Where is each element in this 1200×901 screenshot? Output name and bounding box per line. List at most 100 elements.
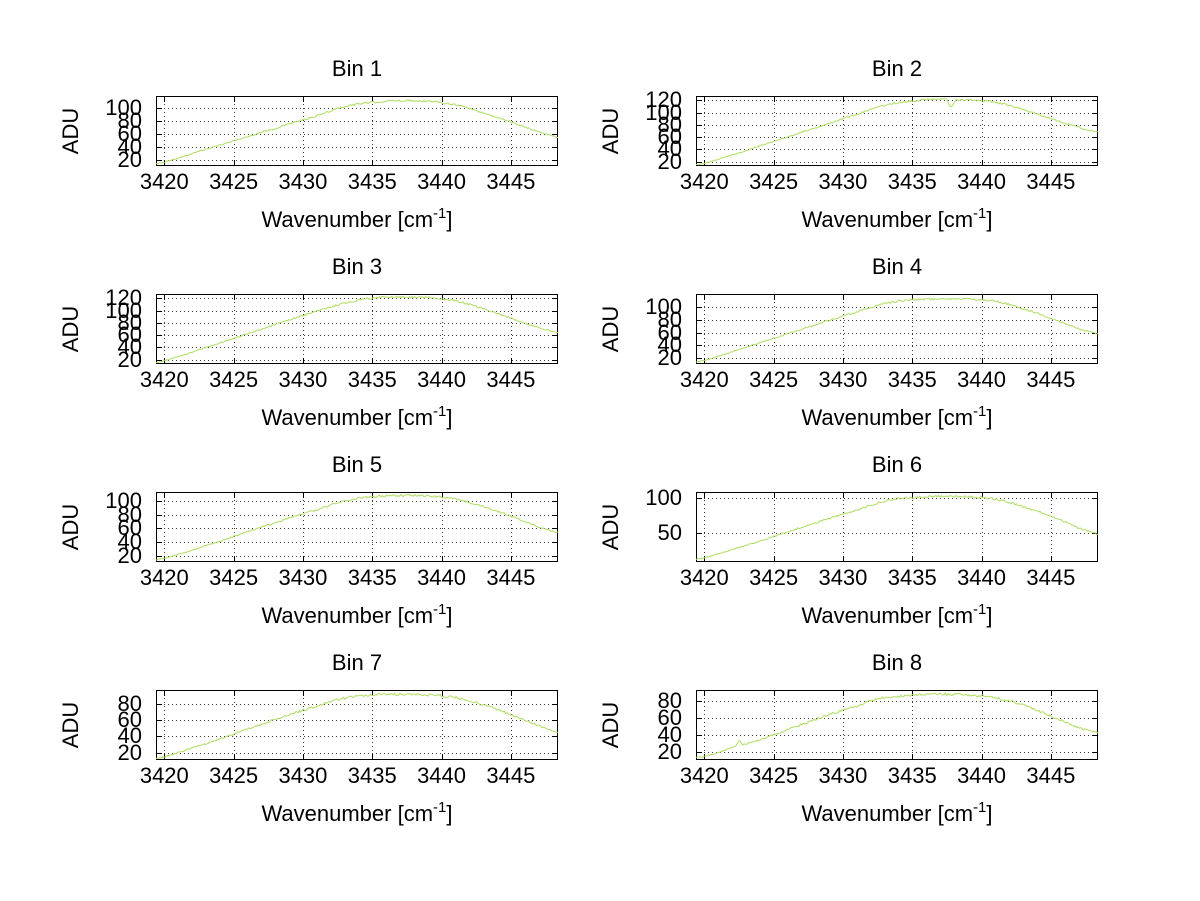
y-tick-label: 100	[105, 487, 142, 513]
subplot-bin-8: Bin 8 ADU 20 40 60 80 3420 3425 3430 3435 3440 3…	[598, 652, 1098, 826]
x-tick-label: 3440	[957, 169, 1007, 194]
x-tick-label: 3430	[818, 367, 868, 392]
plot-canvas	[156, 96, 558, 166]
x-tick-label: 3430	[278, 367, 328, 392]
x-tick-label: 3445	[1026, 565, 1076, 590]
y-tick-label: 40	[657, 721, 682, 747]
x-tick-label: 3440	[417, 169, 467, 194]
subplot-bin-3: Bin 3 ADU 20 40 60 80 100 120 3420 3425 3430 343…	[58, 256, 558, 430]
y-tick-label: 80	[117, 108, 142, 134]
x-tick-label: 3425	[209, 763, 259, 788]
x-tick-label: 3425	[209, 367, 259, 392]
x-tick-label: 3445	[486, 565, 536, 590]
x-axis-label: Wavenumber [cm-1]	[261, 799, 453, 826]
y-tick-label: 60	[117, 515, 142, 541]
y-tick-labels: 50 100	[616, 487, 689, 562]
plot-title: Bin 1	[331, 56, 383, 81]
x-tick-label: 3420	[139, 565, 189, 590]
plot-title: Bin 3	[331, 254, 383, 279]
y-tick-label: 40	[117, 134, 142, 160]
x-tick-label: 3430	[818, 763, 868, 788]
x-axis-label: Wavenumber [cm-1]	[801, 403, 993, 430]
x-tick-label: 3435	[887, 169, 937, 194]
y-tick-labels: 20 40 60 80 100 120	[616, 89, 689, 172]
x-tick-label: 3420	[679, 169, 729, 194]
x-tick-label: 3445	[486, 367, 536, 392]
x-tick-labels: 3420 3425 3430 3435 3440 3445	[140, 562, 558, 592]
x-tick-label: 3435	[887, 565, 937, 590]
plot-title: Bin 8	[871, 650, 923, 675]
x-tick-labels: 3420 3425 3430 3435 3440 3445	[680, 562, 1098, 592]
x-tick-label: 3425	[749, 565, 799, 590]
x-tick-label: 3420	[139, 763, 189, 788]
x-tick-label: 3420	[679, 763, 729, 788]
spectrum-line	[696, 97, 1098, 166]
y-tick-label: 40	[117, 723, 142, 749]
y-tick-label: 20	[657, 738, 682, 764]
x-tick-labels: 3420 3425 3430 3435 3440 3445	[140, 166, 558, 196]
x-tick-label: 3430	[278, 565, 328, 590]
y-tick-label: 80	[117, 690, 142, 716]
x-tick-label: 3425	[749, 763, 799, 788]
y-tick-label: 60	[117, 707, 142, 733]
subplot-bin-4: Bin 4 ADU 20 40 60 80 100 3420 3425 3430 3435 34…	[598, 256, 1098, 430]
x-tick-label: 3440	[417, 565, 467, 590]
x-tick-label: 3430	[818, 169, 868, 194]
x-tick-labels: 3420 3425 3430 3435 3440 3445	[140, 364, 558, 394]
x-axis-label: Wavenumber [cm-1]	[801, 799, 993, 826]
spectrum-line	[696, 692, 1098, 758]
x-tick-label: 3420	[139, 169, 189, 194]
plot-canvas	[696, 690, 1098, 760]
plot-title: Bin 7	[331, 650, 383, 675]
plot-canvas	[696, 96, 1098, 166]
x-tick-label: 3440	[957, 763, 1007, 788]
x-axis-label: Wavenumber [cm-1]	[261, 601, 453, 628]
x-tick-labels: 3420 3425 3430 3435 3440 3445	[680, 364, 1098, 394]
y-tick-labels: 20 40 60 80	[76, 690, 149, 763]
y-tick-labels: 20 40 60 80 100 120	[76, 287, 149, 370]
x-tick-label: 3425	[749, 169, 799, 194]
y-tick-label: 40	[657, 332, 682, 358]
y-tick-label: 20	[117, 346, 142, 372]
x-tick-label: 3430	[818, 565, 868, 590]
x-tick-label: 3425	[209, 565, 259, 590]
y-tick-label: 80	[117, 309, 142, 335]
plot-canvas	[696, 492, 1098, 562]
x-tick-label: 3420	[139, 367, 189, 392]
y-tick-labels: 20 40 60 80 100	[616, 293, 689, 368]
y-tick-label: 100	[105, 297, 142, 323]
x-tick-label: 3435	[887, 367, 937, 392]
x-axis-label: Wavenumber [cm-1]	[261, 403, 453, 430]
x-tick-label: 3445	[1026, 763, 1076, 788]
x-tick-label: 3435	[347, 763, 397, 788]
spectrum-line	[156, 295, 558, 364]
y-tick-labels: 20 40 60 80	[616, 687, 689, 764]
spectrum-line	[156, 98, 558, 165]
spectrum-line	[696, 297, 1098, 363]
x-tick-label: 3420	[679, 367, 729, 392]
x-tick-label: 3420	[679, 565, 729, 590]
y-tick-label: 80	[657, 687, 682, 713]
x-tick-label: 3435	[347, 565, 397, 590]
x-tick-label: 3435	[887, 763, 937, 788]
x-tick-label: 3445	[486, 169, 536, 194]
y-tick-label: 20	[117, 542, 142, 568]
y-tick-label: 100	[645, 293, 682, 319]
y-tick-label: 60	[657, 319, 682, 345]
plot-title: Bin 5	[331, 452, 383, 477]
plot-canvas	[156, 294, 558, 364]
x-tick-label: 3425	[749, 367, 799, 392]
subplot-bin-7: Bin 7 ADU 20 40 60 80 3420 3425 3430 3435 3440 3…	[58, 652, 558, 826]
x-tick-label: 3440	[417, 367, 467, 392]
plot-title: Bin 6	[871, 452, 923, 477]
plot-canvas	[696, 294, 1098, 364]
y-tick-labels: 20 40 60 80 100	[76, 487, 149, 566]
y-tick-label: 100	[645, 99, 682, 125]
y-tick-label: 80	[117, 501, 142, 527]
y-tick-label: 60	[657, 124, 682, 150]
y-tick-label: 40	[657, 136, 682, 162]
x-tick-labels: 3420 3425 3430 3435 3440 3445	[140, 760, 558, 790]
y-tick-label: 120	[105, 285, 142, 311]
spectrum-line	[156, 493, 558, 561]
